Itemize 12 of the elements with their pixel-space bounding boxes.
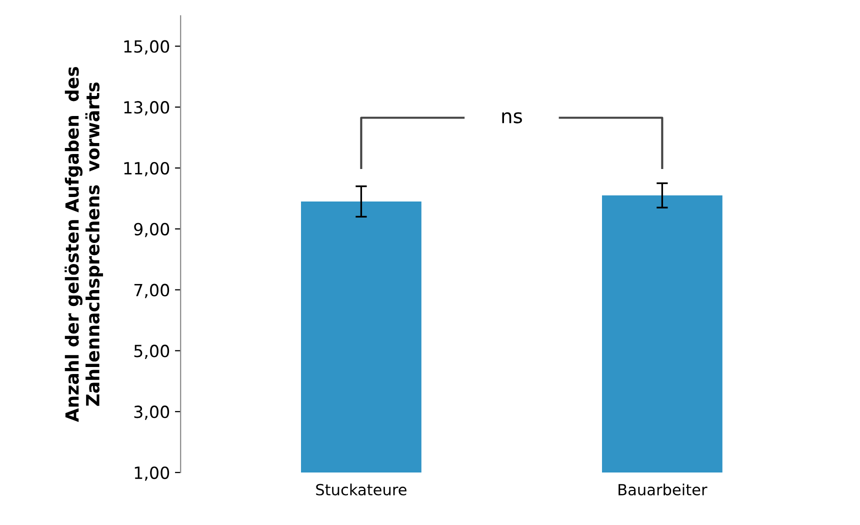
annotation: ns bbox=[502, 112, 522, 124]
y-tick-label: 5,00 bbox=[134, 344, 170, 359]
x-tick-label: Bauarbeiter bbox=[618, 484, 708, 496]
y-tick-label: 13,00 bbox=[124, 101, 170, 116]
y-tick-label: 9,00 bbox=[134, 222, 170, 238]
y-axis-title: Anzahl der gelösten Aufgaben des Zahlennachsprechens vorwärts bbox=[64, 66, 104, 422]
y-tick-label: 1,00 bbox=[134, 466, 170, 481]
y-tick-label: 11,00 bbox=[124, 162, 170, 176]
y-tick-label: 7,00 bbox=[134, 284, 170, 298]
y-tick-label: 3,00 bbox=[134, 406, 170, 420]
y-tick-label: 15,00 bbox=[124, 40, 170, 54]
x-tick-label: Stuckateure bbox=[316, 484, 406, 496]
